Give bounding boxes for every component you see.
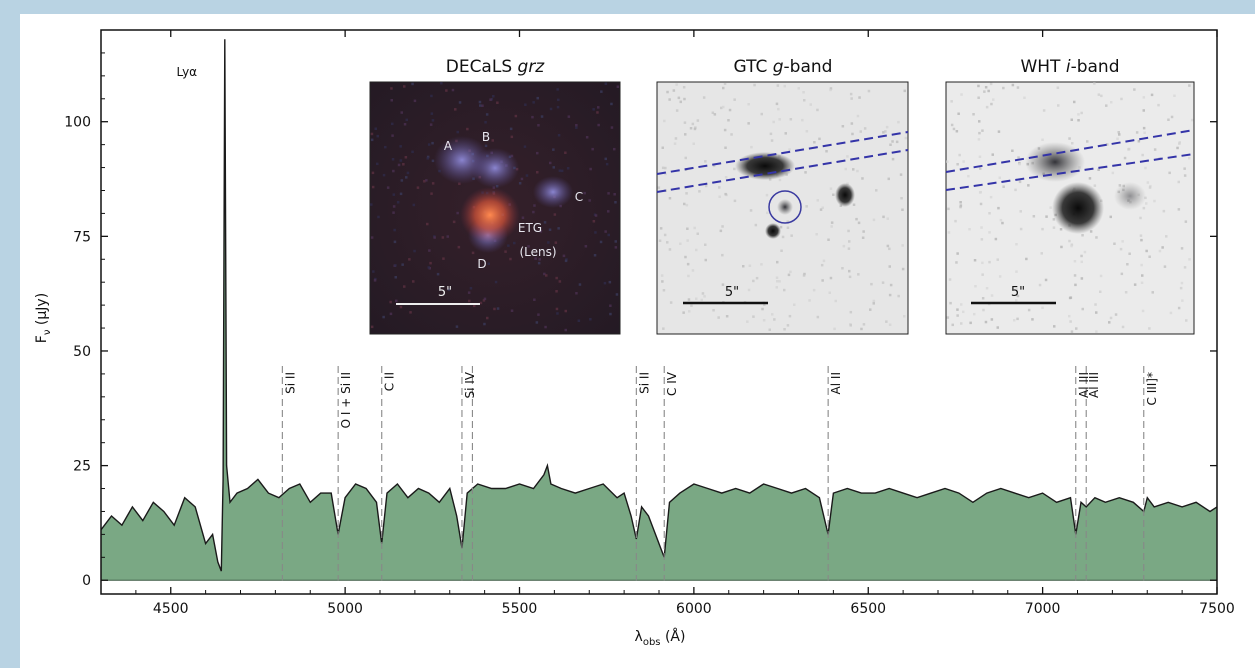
- figure-panel: [20, 14, 1255, 668]
